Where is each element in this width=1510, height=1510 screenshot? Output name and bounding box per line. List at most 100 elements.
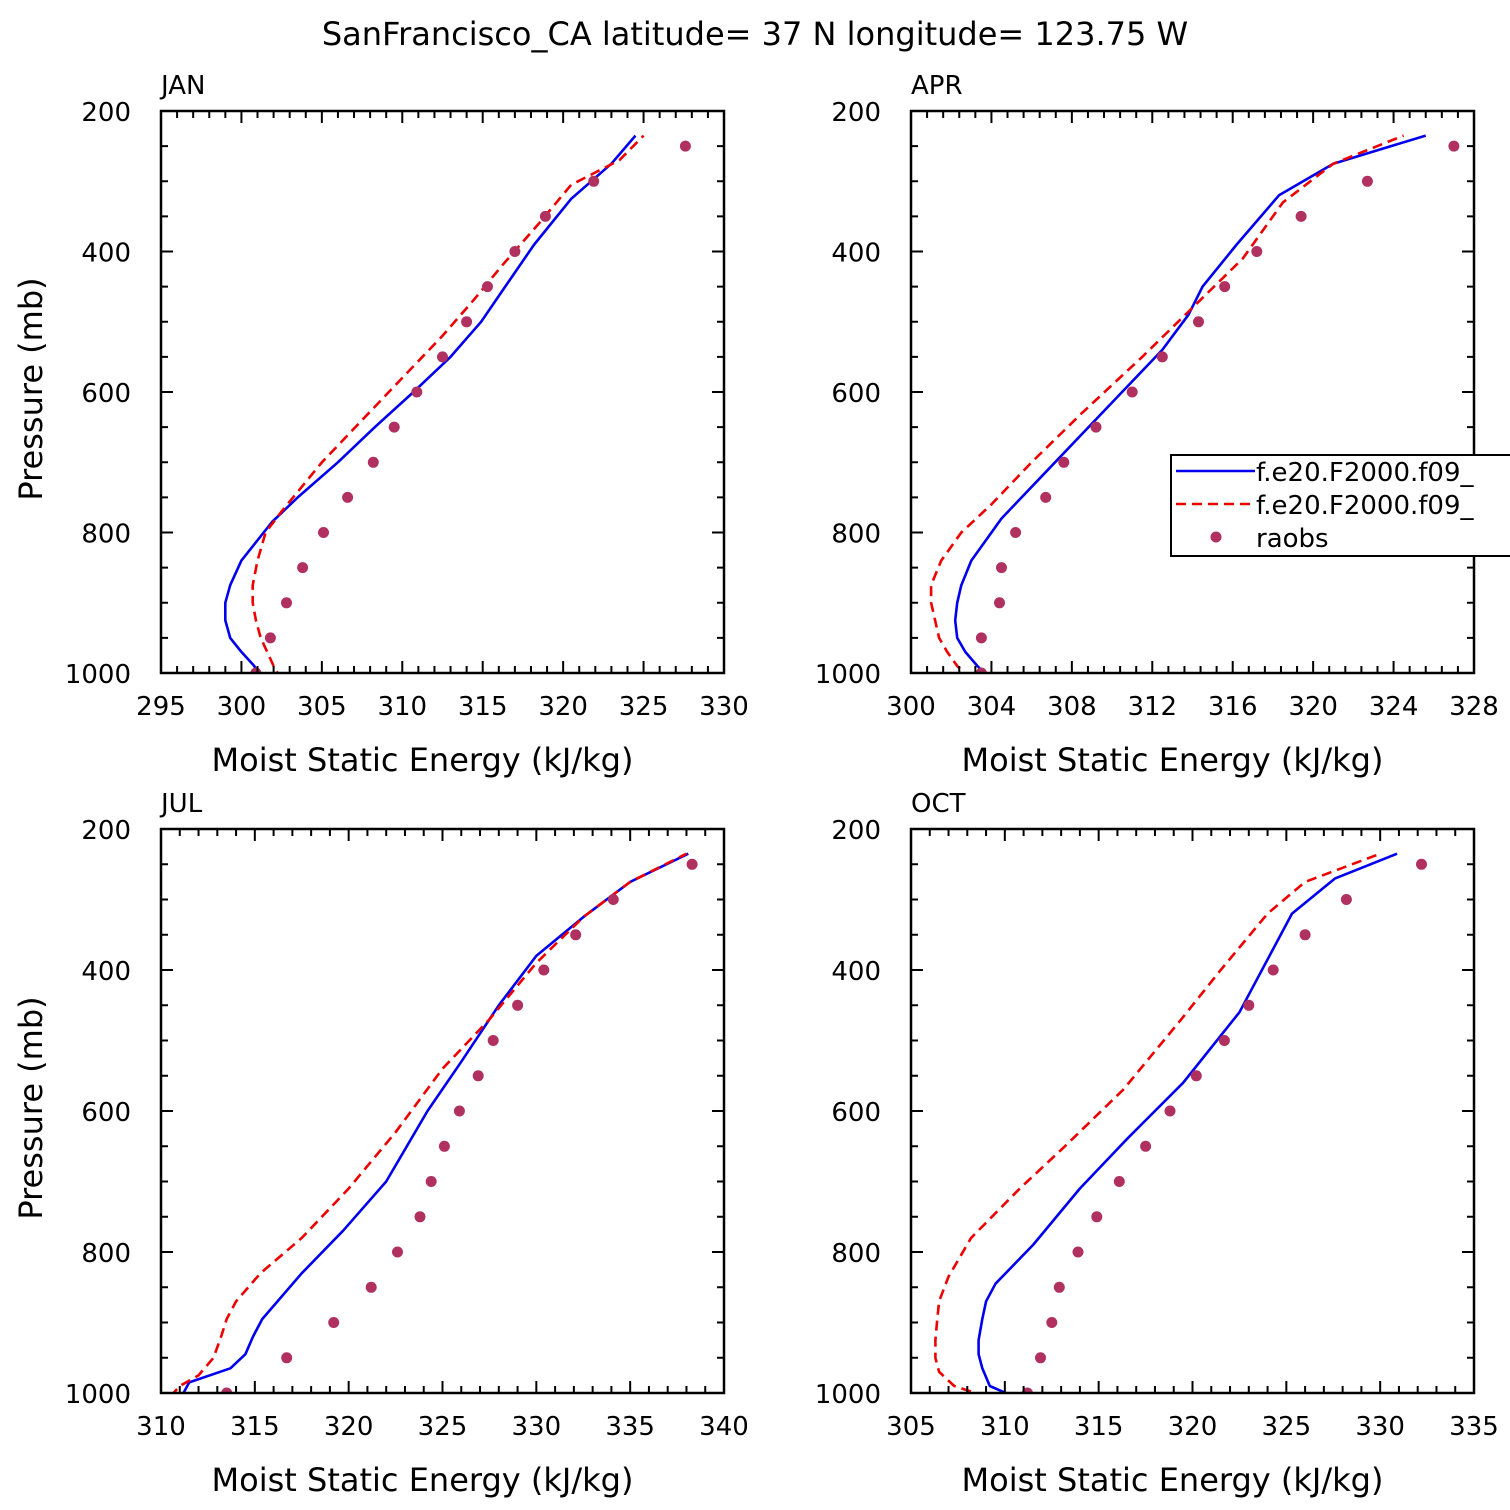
y-tick-label: 600: [81, 379, 131, 409]
x-tick-label: 300: [886, 692, 936, 722]
raobs-point: [472, 1070, 484, 1082]
raobs-point: [1090, 421, 1102, 433]
y-tick-label: 400: [831, 239, 881, 269]
legend-swatch-2: [1210, 531, 1222, 543]
raobs-point: [1126, 386, 1138, 398]
plot-frame: [909, 827, 1476, 1395]
panel-jul: 310 315 320 325 330 335 340 200 400 600 800 1000 JUL…: [12, 789, 749, 1499]
x-tick-label: 335: [605, 1412, 655, 1442]
raobs-point: [318, 527, 329, 538]
series-line-0: [224, 134, 637, 673]
raobs-point: [1072, 1246, 1084, 1258]
y-tick-label: 400: [831, 957, 881, 987]
x-tick-label: 300: [217, 692, 267, 722]
panel-jan: 295 300 305 310 315 320 325 330 200 400 600 800 1000…: [12, 71, 749, 779]
raobs-point: [482, 281, 493, 293]
raobs-point: [1251, 246, 1263, 257]
panel-apr: 300 304 308 312 316 320 324 328 200 400 600 800 1000…: [815, 71, 1499, 779]
y-tick-label: 600: [831, 1098, 881, 1128]
raobs-point: [438, 1140, 450, 1152]
legend-label-1: f.e20.F2000.f09_: [1256, 491, 1474, 521]
raobs-point: [607, 894, 619, 905]
raobs-point: [1091, 1211, 1103, 1223]
raobs-point: [975, 632, 987, 644]
raobs-point: [461, 316, 473, 328]
panel-label: JAN: [159, 71, 205, 101]
raobs-point: [1035, 1352, 1046, 1364]
raobs-point: [1164, 1105, 1176, 1117]
raobs-point: [1010, 527, 1022, 538]
y-tick-label: 800: [831, 520, 881, 550]
raobs-point: [221, 1387, 233, 1393]
raobs-point: [1243, 999, 1255, 1011]
x-tick-label: 304: [967, 692, 1017, 722]
raobs-point: [1340, 894, 1352, 905]
series-line-0: [181, 852, 689, 1393]
x-tick-label: 330: [512, 1412, 562, 1442]
raobs-point: [975, 667, 987, 673]
plot-frame: [159, 109, 726, 675]
x-tick-label: 315: [458, 692, 508, 722]
raobs-point: [453, 1105, 465, 1117]
panels: 295 300 305 310 315 320 325 330 200 400 600 800 1000…: [12, 71, 1499, 1499]
raobs-point: [414, 1211, 426, 1223]
x-tick-label: 295: [136, 692, 186, 722]
x-tick-label: 340: [699, 1412, 749, 1442]
raobs-point: [328, 1317, 340, 1328]
raobs-point: [1190, 1070, 1202, 1082]
y-tick-label: 600: [81, 1098, 131, 1128]
x-tick-label: 325: [418, 1412, 468, 1442]
x-tick-label: 315: [230, 1412, 280, 1442]
x-tick-label: 335: [1449, 1412, 1499, 1442]
raobs-point: [487, 1035, 499, 1046]
series-line-0: [977, 852, 1398, 1393]
y-axis-label: Pressure (mb): [12, 277, 50, 500]
legend-label-0: f.e20.F2000.f09_: [1256, 458, 1474, 488]
x-tick-label: 316: [1208, 692, 1258, 722]
raobs-point: [1058, 456, 1070, 468]
raobs-point: [539, 210, 551, 222]
raobs-point: [509, 246, 521, 257]
raobs-point: [1053, 1281, 1065, 1293]
raobs-point: [538, 964, 550, 976]
x-axis-label: Moist Static Energy (kJ/kg): [212, 741, 634, 779]
raobs-point: [570, 929, 582, 941]
raobs-point: [425, 1176, 437, 1187]
x-tick-label: 320: [1288, 692, 1338, 722]
raobs-point: [1219, 281, 1231, 293]
raobs-point: [1140, 1140, 1152, 1152]
x-tick-label: 324: [1369, 692, 1419, 722]
series-group: [929, 134, 1460, 673]
y-tick-label: 1000: [65, 1380, 131, 1410]
series-line-1: [251, 134, 645, 673]
raobs-point: [365, 1281, 377, 1293]
panel-label: APR: [911, 71, 963, 101]
y-tick-label: 1000: [815, 1380, 881, 1410]
y-tick-label: 800: [831, 1239, 881, 1269]
y-tick-label: 400: [81, 239, 131, 269]
raobs-point: [1218, 1035, 1230, 1046]
x-tick-label: 330: [1355, 1412, 1405, 1442]
x-tick-label: 325: [619, 692, 669, 722]
raobs-point: [297, 562, 309, 574]
raobs-point: [411, 386, 423, 398]
raobs-point: [367, 456, 379, 468]
raobs-point: [1448, 140, 1460, 152]
x-tick-label: 325: [1262, 1412, 1312, 1442]
series-group: [224, 134, 691, 673]
raobs-point: [1361, 175, 1373, 187]
series-line-1: [934, 852, 1381, 1393]
x-axis-label: Moist Static Energy (kJ/kg): [962, 741, 1384, 779]
legend-label-2: raobs: [1256, 524, 1329, 554]
x-tick-label: 310: [377, 692, 427, 722]
y-tick-label: 1000: [815, 660, 881, 690]
x-tick-label: 305: [886, 1412, 936, 1442]
y-tick-label: 600: [831, 379, 881, 409]
raobs-point: [437, 351, 448, 363]
x-tick-label: 320: [324, 1412, 374, 1442]
x-tick-label: 328: [1449, 692, 1499, 722]
raobs-point: [1040, 491, 1052, 503]
x-tick-label: 310: [980, 1412, 1030, 1442]
panel-label: JUL: [159, 789, 203, 819]
x-tick-label: 330: [699, 692, 749, 722]
